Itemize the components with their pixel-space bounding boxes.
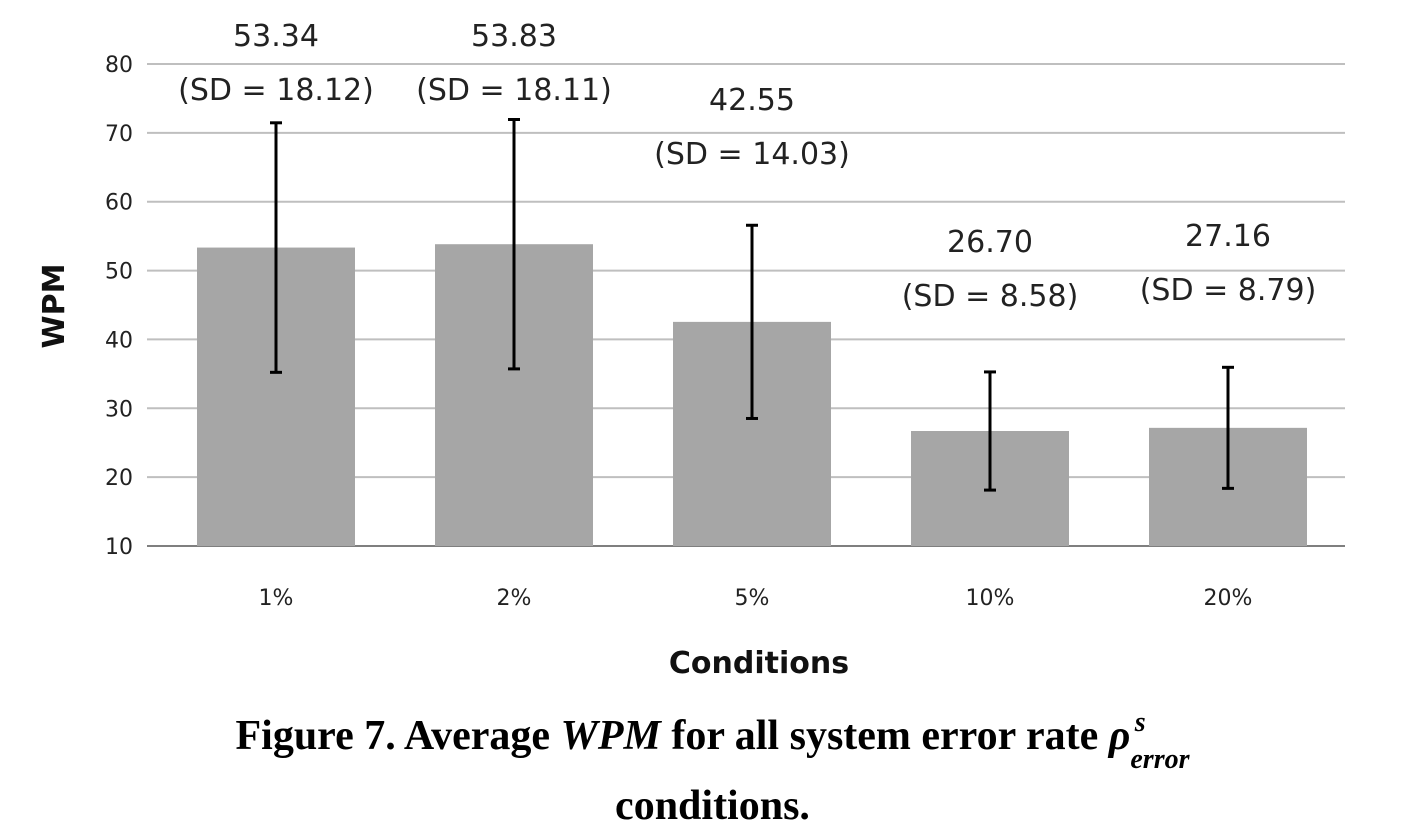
x-tick-label: 2% [497, 586, 532, 611]
value-label: 42.55 [709, 83, 795, 118]
y-axis-ticks: 10 20 30 40 50 60 70 80 [105, 53, 133, 560]
sd-label: (SD = 8.58) [902, 279, 1079, 314]
sd-label: (SD = 18.12) [178, 73, 374, 108]
y-tick-label: 40 [105, 328, 133, 353]
sd-label: (SD = 18.11) [416, 73, 612, 108]
y-tick-label: 20 [105, 466, 133, 491]
y-tick-label: 10 [105, 535, 133, 560]
x-tick-label: 1% [259, 586, 294, 611]
sd-label: (SD = 14.03) [654, 137, 850, 172]
x-axis-ticks: 1% 2% 5% 10% 20% [259, 586, 1253, 611]
error-bars [270, 117, 1234, 492]
sd-label: (SD = 8.79) [1140, 273, 1317, 308]
caption-line-2: conditions. [615, 783, 810, 830]
x-tick-label: 5% [735, 586, 770, 611]
figure-caption: Figure 7. Average WPM for all system err… [0, 707, 1425, 834]
x-tick-label: 10% [966, 586, 1015, 611]
value-label: 26.70 [947, 225, 1033, 260]
value-label: 27.16 [1185, 219, 1271, 254]
x-tick-label: 20% [1204, 586, 1253, 611]
bars [197, 244, 1307, 547]
x-axis-title: Conditions [669, 646, 849, 681]
y-tick-label: 50 [105, 260, 133, 285]
value-label: 53.34 [233, 19, 319, 54]
data-labels: 53.34 (SD = 18.12) 53.83 (SD = 18.11) 42.55 (… [178, 19, 1316, 314]
y-tick-label: 60 [105, 191, 133, 216]
y-axis-title: WPM [37, 264, 72, 349]
rho-symbol: ρ s error [1108, 707, 1190, 776]
caption-line-1: Figure 7. Average WPM for all system err… [235, 707, 1190, 776]
y-tick-label: 80 [105, 53, 133, 78]
y-tick-label: 70 [105, 122, 133, 147]
bar-chart: 10 20 30 40 50 60 70 80 1% 2% 5% 10% 20% 53.34 (SD =… [37, 19, 1345, 681]
value-label: 53.83 [471, 19, 557, 54]
y-tick-label: 30 [105, 397, 133, 422]
